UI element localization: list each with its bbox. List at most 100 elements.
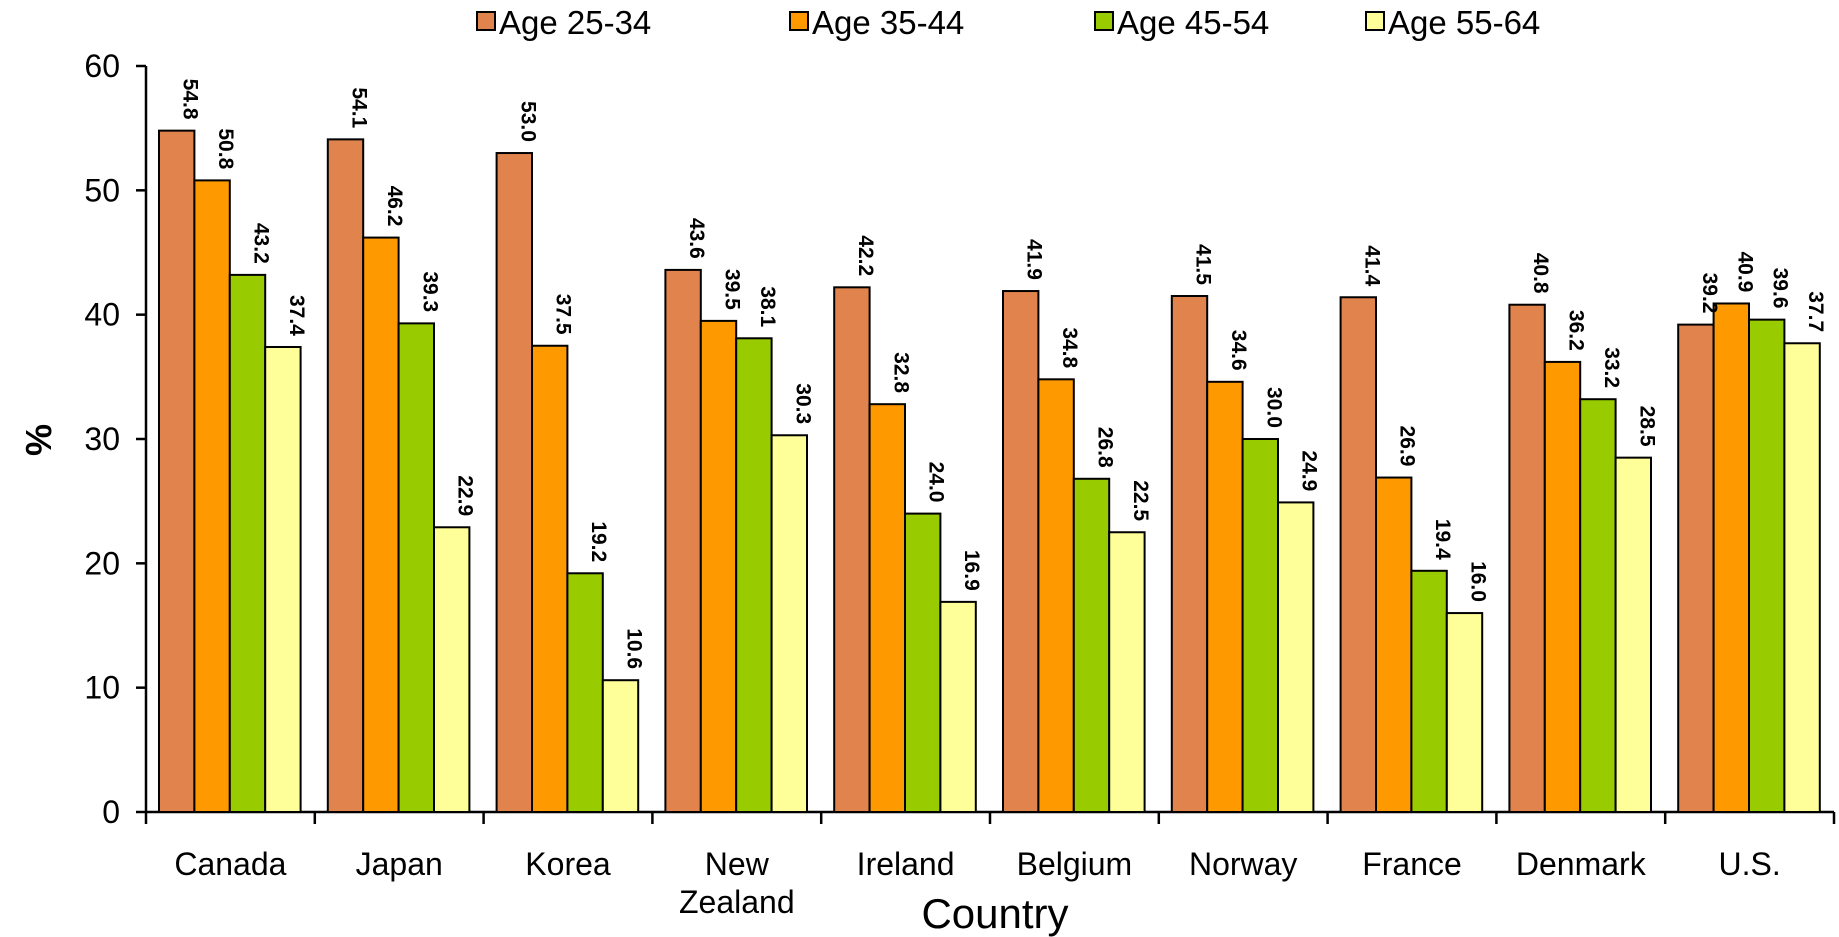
data-label: 24.9 <box>1298 450 1321 491</box>
bar <box>833 286 871 813</box>
bar <box>1783 342 1821 813</box>
data-label: 42.2 <box>854 235 877 276</box>
bar <box>397 322 436 813</box>
data-label: 50.8 <box>214 128 237 169</box>
bar <box>1579 398 1617 813</box>
category-label: Belgium <box>1017 846 1133 882</box>
category-label: Canada <box>174 846 286 882</box>
data-label: 22.5 <box>1129 480 1152 521</box>
data-label: 37.4 <box>285 295 308 336</box>
category-label: France <box>1362 846 1462 882</box>
category-label: U.S. <box>1718 846 1780 882</box>
bar <box>1508 303 1546 813</box>
bar <box>904 512 942 813</box>
data-label: 39.3 <box>418 271 441 312</box>
bar <box>1108 531 1146 813</box>
y-tick-label: 50 <box>84 172 120 208</box>
data-label: 40.9 <box>1733 251 1756 292</box>
legend-item: Age 55-64 <box>1365 4 1540 41</box>
category-label: Ireland <box>857 846 955 882</box>
data-label: 26.8 <box>1094 427 1117 468</box>
data-label: 39.2 <box>1698 273 1721 314</box>
data-label: 19.4 <box>1431 519 1454 560</box>
bar <box>601 679 640 813</box>
bar <box>939 600 977 813</box>
bar <box>1748 318 1786 813</box>
bar <box>1543 360 1582 813</box>
data-label: 54.1 <box>348 87 371 128</box>
bar <box>1072 477 1111 813</box>
bar <box>193 179 231 814</box>
bar <box>531 344 569 813</box>
bar <box>362 236 400 813</box>
category-label: Denmark <box>1516 846 1647 882</box>
data-label: 22.9 <box>454 475 477 516</box>
legend-label: Age 45-54 <box>1117 4 1269 41</box>
data-label: 39.5 <box>721 269 744 310</box>
bar <box>1445 612 1484 813</box>
data-label: 43.6 <box>685 218 708 259</box>
legend-swatch <box>1094 11 1114 31</box>
bar <box>1170 295 1209 813</box>
bar <box>1206 380 1244 813</box>
legend-item: Age 45-54 <box>1094 4 1269 41</box>
bar <box>1375 476 1413 813</box>
bars <box>158 129 1821 814</box>
data-label: 16.0 <box>1467 561 1490 602</box>
axes: 0 10 20 30 40 50 60 Canada Japan Korea New Zealand I… <box>84 48 1836 920</box>
data-label: 41.5 <box>1192 244 1215 285</box>
data-label: 41.4 <box>1360 245 1383 286</box>
data-labels: 54.8 54.1 53.0 43.6 42.2 41.9 41.5 41.4 40.8 39.2… <box>179 79 1827 669</box>
x-axis-title: Country <box>921 890 1068 937</box>
bar <box>1037 378 1075 813</box>
data-label: 34.8 <box>1058 327 1081 368</box>
legend-label: Age 55-64 <box>1388 4 1540 41</box>
bar <box>433 526 471 813</box>
data-label: 46.2 <box>383 186 406 227</box>
data-label: 24.0 <box>925 462 948 503</box>
y-tick-label: 0 <box>102 794 120 830</box>
data-label: 53.0 <box>516 101 539 142</box>
data-label: 39.6 <box>1769 268 1792 309</box>
bar <box>326 138 365 813</box>
legend-item: Age 25-34 <box>476 4 651 41</box>
bar <box>264 345 302 813</box>
bar <box>868 403 906 813</box>
legend-item: Age 35-44 <box>789 4 964 41</box>
bar <box>1241 438 1279 813</box>
legend-label: Age 25-34 <box>499 4 651 41</box>
data-label: 26.9 <box>1396 426 1419 467</box>
legend-swatch <box>476 11 496 31</box>
bar <box>566 572 604 814</box>
bar <box>735 337 773 813</box>
data-label: 16.9 <box>960 550 983 591</box>
data-label: 30.0 <box>1262 387 1285 428</box>
bar <box>1277 501 1315 813</box>
data-label: 54.8 <box>179 79 202 120</box>
bar <box>699 319 738 813</box>
data-label: 36.2 <box>1565 310 1588 351</box>
data-label: 34.6 <box>1227 330 1250 371</box>
data-label: 19.2 <box>587 521 610 562</box>
bar <box>770 434 808 813</box>
y-tick-label: 60 <box>84 48 120 84</box>
bar <box>1614 456 1652 813</box>
y-tick-label: 30 <box>84 421 120 457</box>
legend-label: Age 35-44 <box>812 4 964 41</box>
category-label: New Zealand <box>679 846 795 920</box>
y-tick-label: 20 <box>84 545 120 581</box>
bar <box>495 152 534 814</box>
data-label: 32.8 <box>889 352 912 393</box>
bar <box>158 129 196 814</box>
bar <box>1002 290 1040 813</box>
bar <box>1712 302 1750 813</box>
y-tick-label: 10 <box>84 670 120 706</box>
bar <box>1339 296 1377 813</box>
y-axis-title: % <box>18 424 59 456</box>
data-label: 43.2 <box>250 223 273 264</box>
category-label: Korea <box>525 846 611 882</box>
data-label: 10.6 <box>623 628 646 669</box>
bar <box>1677 323 1715 813</box>
legend-swatch <box>789 11 809 31</box>
data-label: 37.5 <box>552 294 575 335</box>
